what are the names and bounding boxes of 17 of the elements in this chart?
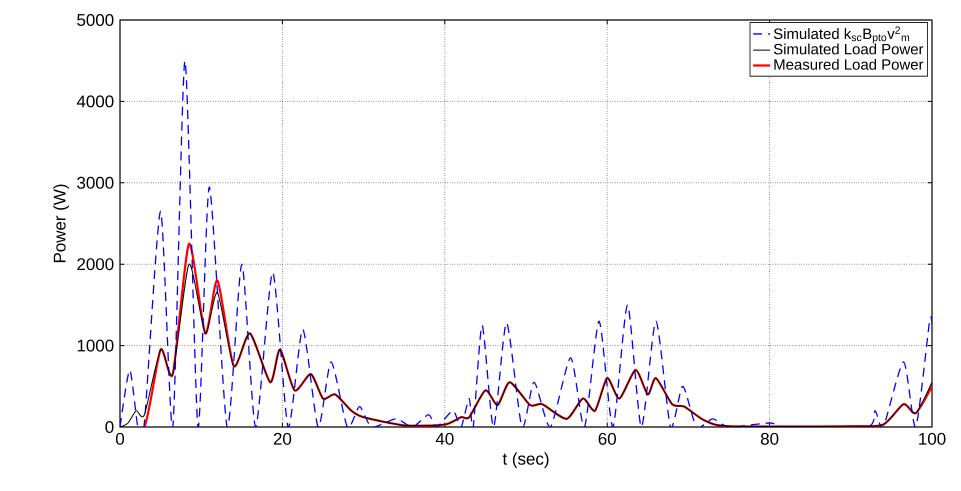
- x-tick-label: 0: [116, 432, 124, 445]
- x-tick-label: 40: [436, 432, 454, 445]
- y-axis-title: Power (W): [53, 184, 69, 262]
- x-tick-label: 60: [598, 432, 616, 445]
- legend-label: Simulated k$_{sc}$B$_{pto}$v$^{2}$m: [774, 26, 910, 44]
- y-tick-label: 1000: [78, 340, 114, 352]
- y-tick-label: 4000: [76, 95, 114, 108]
- y-tick-label: 5000: [77, 14, 114, 26]
- y-tick-label: 2000: [77, 258, 114, 270]
- y-tick-label: 0: [105, 421, 114, 433]
- x-tick-label: 80: [760, 432, 778, 445]
- y-tick-label: 3000: [77, 176, 114, 189]
- x-axis-title: t (sec): [502, 452, 548, 468]
- legend-label: Measured Load Power: [774, 58, 924, 70]
- legend-label: Simulated Load Power: [774, 43, 924, 54]
- x-tick-label: 20: [274, 432, 292, 445]
- x-tick-label: 100: [919, 432, 946, 445]
